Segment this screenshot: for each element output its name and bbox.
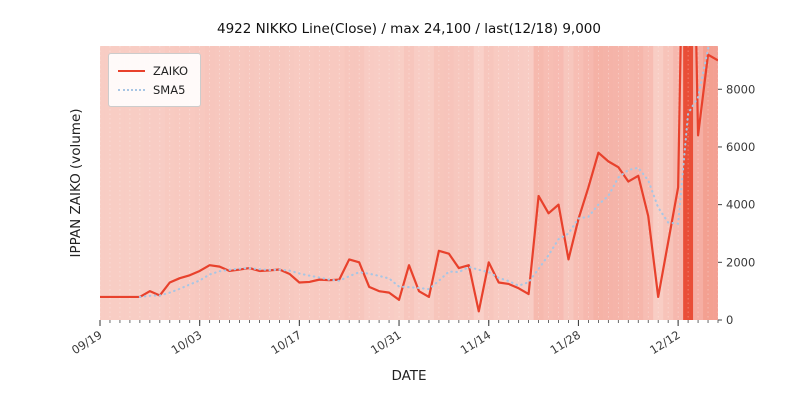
svg-text:10/31: 10/31 bbox=[368, 328, 404, 357]
sma5-line-sample bbox=[118, 88, 145, 91]
plot-background bbox=[100, 46, 718, 320]
svg-text:2000: 2000 bbox=[726, 255, 755, 269]
legend-item-zaiko: ZAIKO bbox=[118, 61, 188, 80]
sma5-line bbox=[138, 46, 710, 298]
background-bands bbox=[100, 46, 718, 320]
x-axis-label: DATE bbox=[391, 368, 427, 384]
x-minor-ticks bbox=[99, 320, 719, 323]
svg-text:11/14: 11/14 bbox=[458, 328, 494, 357]
svg-text:10/17: 10/17 bbox=[268, 328, 304, 357]
legend-item-sma5: SMA5 bbox=[118, 80, 188, 99]
svg-text:8000: 8000 bbox=[726, 82, 755, 96]
zaiko-line-sample bbox=[118, 69, 145, 72]
zaiko-line bbox=[100, 46, 718, 313]
y-tick-labels: 0 2000 4000 6000 8000 bbox=[718, 82, 755, 327]
svg-text:12/12: 12/12 bbox=[647, 328, 683, 357]
svg-text:09/19: 09/19 bbox=[69, 328, 105, 357]
x-tick-labels: 09/19 10/03 10/17 10/31 11/14 11/28 12/12 bbox=[69, 320, 683, 357]
svg-text:0: 0 bbox=[726, 313, 733, 327]
legend-label-zaiko: ZAIKO bbox=[153, 63, 189, 78]
svg-text:10/03: 10/03 bbox=[169, 328, 205, 357]
chart-title: 4922 NIKKO Line(Close) / max 24,100 / la… bbox=[217, 21, 601, 37]
svg-text:6000: 6000 bbox=[726, 140, 755, 154]
svg-text:11/28: 11/28 bbox=[548, 328, 584, 357]
legend: ZAIKO SMA5 bbox=[108, 53, 202, 107]
svg-text:4000: 4000 bbox=[726, 198, 755, 212]
legend-label-sma5: SMA5 bbox=[153, 82, 186, 97]
